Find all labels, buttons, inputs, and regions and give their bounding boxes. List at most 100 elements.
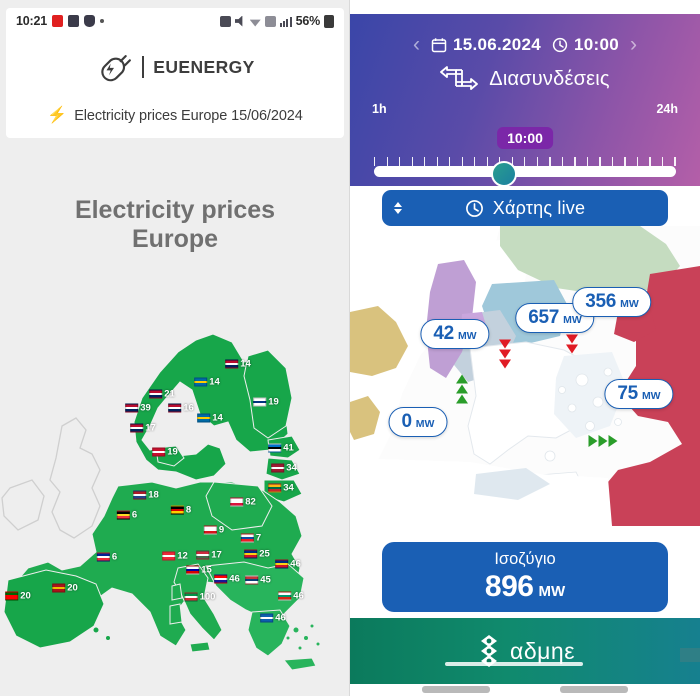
flow-arrows-turkey-export: [588, 435, 618, 447]
price-label-cz[interactable]: 9: [203, 525, 224, 536]
price-label-gr[interactable]: 46: [260, 613, 286, 624]
price-label-rs[interactable]: 45: [245, 575, 271, 586]
mw-pill-flow-albania[interactable]: 42 MW: [420, 319, 490, 349]
price-label-nl[interactable]: 18: [133, 490, 159, 501]
mw-pill-flow-north-macedonia[interactable]: 657 MW: [515, 303, 595, 333]
price-label-se-n[interactable]: 14: [194, 377, 220, 388]
time-slider[interactable]: [374, 157, 676, 187]
flag-icon: [245, 575, 259, 585]
balance-card[interactable]: Ισοζύγιο 896 MW: [382, 542, 668, 612]
chevron-right-icon[interactable]: ›: [630, 33, 638, 56]
price-label-dk[interactable]: 19: [152, 447, 178, 458]
slider-tick: [486, 157, 488, 166]
price-value: 20: [67, 582, 78, 594]
clock-icon: [552, 37, 568, 52]
slider-thumb[interactable]: [490, 161, 517, 187]
mw-value: 657: [528, 307, 560, 328]
slider-track[interactable]: [374, 166, 676, 177]
price-label-no-s[interactable]: 16: [168, 403, 194, 414]
price-label-se-s[interactable]: 14: [197, 413, 223, 424]
slider-tick: [549, 157, 551, 166]
price-label-fr[interactable]: 6: [96, 552, 117, 563]
price-label-lt[interactable]: 34: [268, 483, 294, 494]
price-value: 19: [167, 446, 178, 458]
price-value: 20: [20, 590, 31, 602]
greece-interconnections-map[interactable]: 42 MW 657 MW 356 MW 75 MW 0 MW: [350, 226, 700, 526]
date-group[interactable]: 15.06.2024: [431, 35, 541, 55]
status-bar-left: 10:21: [16, 14, 104, 28]
price-label-de[interactable]: 8: [170, 505, 191, 516]
price-label-si[interactable]: 15: [186, 565, 212, 576]
flag-icon: [275, 559, 289, 569]
network-icon: [264, 15, 276, 27]
arrow-down-red-icon: [499, 339, 511, 349]
calendar-icon: [431, 37, 447, 52]
section-title-row: Διασυνδέσεις: [350, 66, 700, 92]
arrow-right-green-icon: [598, 435, 608, 447]
price-label-fi[interactable]: 19: [253, 397, 279, 408]
arrow-down-red-icon: [566, 344, 578, 354]
pdf-icon: [51, 15, 63, 27]
flag-icon: [5, 591, 19, 601]
price-label-hr[interactable]: 46: [214, 574, 240, 585]
slider-value-bubble: 10:00: [497, 127, 553, 149]
price-label-pl[interactable]: 82: [230, 497, 256, 508]
selected-time: 10:00: [574, 34, 620, 54]
flag-icon: [268, 483, 282, 493]
price-label-hu[interactable]: 17: [196, 550, 222, 561]
nav-hint-right: [560, 686, 628, 693]
mw-pill-flow-italy[interactable]: 0 MW: [388, 407, 448, 437]
price-value: 45: [260, 574, 271, 586]
up-down-stepper-icon[interactable]: [394, 202, 402, 214]
slider-tick: [449, 157, 451, 166]
alarm-icon: [219, 15, 231, 27]
price-label-no-n[interactable]: 14: [225, 359, 251, 370]
price-label-lv[interactable]: 34: [271, 463, 297, 474]
price-label-es[interactable]: 20: [52, 583, 78, 594]
chevron-left-icon[interactable]: ‹: [412, 33, 420, 56]
slider-tick: [511, 157, 513, 166]
time-group[interactable]: 10:00: [552, 35, 619, 55]
price-label-at[interactable]: 12: [162, 551, 188, 562]
price-value: 19: [268, 396, 279, 408]
price-value: 34: [283, 482, 294, 494]
status-bar-right: 56%: [219, 14, 334, 28]
slider-tick: [561, 157, 564, 166]
mw-pill-flow-bulgaria[interactable]: 356 MW: [572, 287, 652, 317]
price-label-be[interactable]: 6: [116, 510, 137, 521]
price-value: 100: [199, 591, 216, 603]
balance-value: 896: [484, 570, 534, 603]
flag-icon: [196, 550, 210, 560]
mw-value: 356: [585, 291, 617, 312]
price-label-ro[interactable]: 25: [244, 549, 270, 560]
europe-price-map[interactable]: 14 14 21 39 16 14 17 19 19 41 34 34 18 6 8 82 9 7 12 17 25 15…: [0, 330, 350, 696]
slider-tick: [436, 157, 438, 166]
price-label-ee[interactable]: 41: [268, 443, 294, 454]
price-label-no-w[interactable]: 39: [125, 403, 151, 414]
price-label-sk[interactable]: 7: [240, 533, 261, 544]
price-value: 12: [177, 550, 188, 562]
price-label-pt[interactable]: 20: [5, 591, 31, 602]
price-label-ro2[interactable]: 46: [275, 559, 301, 570]
price-label-no-m[interactable]: 21: [149, 389, 175, 400]
admie-footer: αδμηε: [350, 618, 700, 684]
mute-icon: [234, 15, 243, 27]
flag-icon: [162, 551, 176, 561]
price-label-bg[interactable]: 46: [278, 591, 304, 602]
arrow-down-red-icon: [566, 334, 578, 344]
flow-arrows-north-macedonia-import: [499, 339, 511, 369]
mw-unit: MW: [415, 418, 435, 430]
live-map-button[interactable]: Χάρτης live: [382, 190, 668, 226]
flag-icon: [214, 574, 228, 584]
section-title: Διασυνδέσεις: [489, 67, 610, 90]
home-indicator[interactable]: [445, 662, 583, 666]
range-min-label: 1h: [372, 102, 387, 116]
flag-icon: [271, 463, 285, 473]
price-value: 17: [145, 422, 156, 434]
mw-unit: MW: [641, 390, 661, 402]
mw-pill-flow-turkey[interactable]: 75 MW: [604, 379, 674, 409]
slider-tick: [611, 157, 614, 166]
price-label-no-sw[interactable]: 17: [130, 423, 156, 434]
price-label-it[interactable]: 100: [184, 591, 216, 603]
